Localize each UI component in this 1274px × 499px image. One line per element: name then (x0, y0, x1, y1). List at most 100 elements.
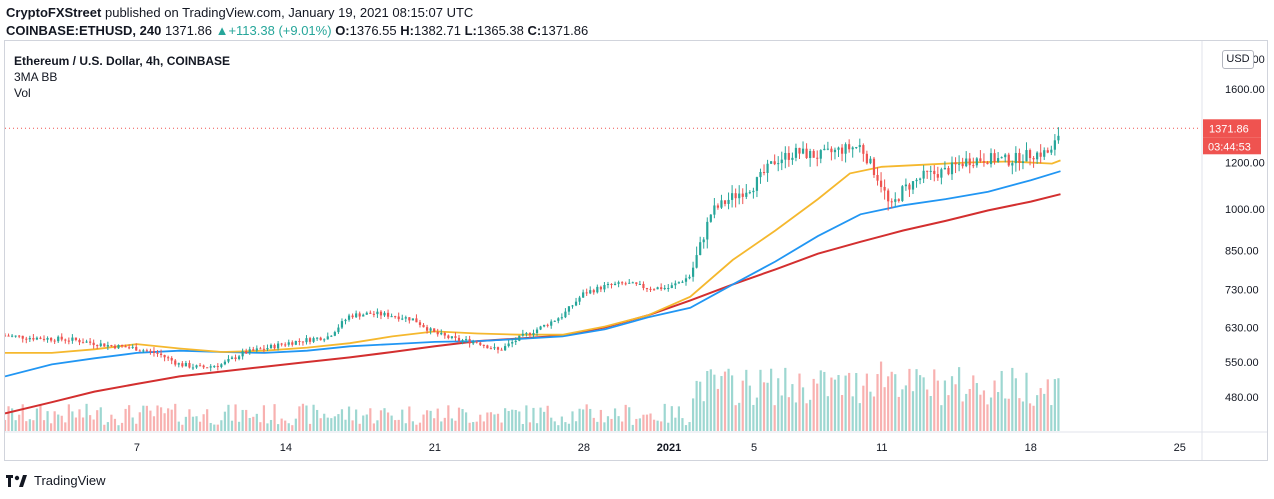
volume-bar (681, 418, 684, 431)
candle-body (92, 342, 95, 346)
published-text: published on TradingView.com, January 19… (104, 5, 474, 20)
candle-body (365, 312, 368, 315)
candle-body (833, 149, 837, 153)
volume-bar (188, 409, 191, 431)
volume-bar (578, 408, 581, 431)
candle-body (596, 286, 599, 293)
candle-body (74, 337, 78, 340)
volume-bar (567, 423, 571, 431)
volume-bar (436, 408, 439, 431)
candle-body (64, 339, 67, 341)
volume-bar (840, 395, 844, 431)
y-tick-label: 1600.00 (1225, 84, 1265, 96)
volume-bar (897, 396, 900, 431)
volume-bar (667, 422, 670, 431)
candle-body (340, 321, 344, 328)
candle-body (259, 348, 262, 350)
candle-body (124, 346, 127, 348)
candle-body (319, 337, 322, 341)
author-name[interactable]: CryptoFXStreet (6, 5, 102, 20)
chart-panel[interactable]: 1371.86 03:44:53 1600.00 1200.00 1000.00 850… (4, 40, 1268, 461)
volume-bar (468, 422, 471, 431)
candle-body (135, 346, 138, 351)
volume-bar (543, 411, 546, 431)
volume-bar (475, 421, 478, 431)
candle-body (709, 214, 712, 222)
volume-bar (972, 375, 975, 431)
candle-body (982, 161, 986, 163)
candle-body (578, 297, 581, 302)
candle-body (787, 152, 790, 160)
footer-brand[interactable]: TradingView (6, 473, 106, 488)
candle-body (195, 365, 198, 368)
candle-body (642, 283, 645, 289)
volume-bar (92, 419, 95, 431)
volume-bar (915, 369, 918, 431)
candle-body (298, 341, 301, 343)
candles[interactable] (5, 127, 1060, 372)
candle-body (120, 344, 124, 347)
candle-body (897, 199, 900, 201)
volume-bar (482, 421, 485, 431)
volume-bar (486, 412, 489, 431)
volume-bar (230, 420, 234, 431)
volume-bar (174, 403, 177, 431)
volume-bar (511, 409, 514, 431)
candle-body (362, 314, 365, 317)
candle-body (936, 174, 939, 178)
volume-bar (379, 410, 383, 431)
candle-body (145, 350, 148, 352)
candle-body (830, 148, 833, 153)
volume-bar (472, 422, 475, 431)
candle-body (181, 363, 184, 367)
price-chart[interactable]: 1371.86 03:44:53 1600.00 1200.00 1000.00 850… (5, 41, 1267, 460)
volume-bar (613, 408, 617, 431)
candle-body (922, 170, 925, 179)
candle-body (245, 351, 248, 354)
candle-body (755, 177, 759, 191)
candle-body (862, 145, 865, 154)
candle-body (411, 318, 414, 321)
candle-body (174, 360, 177, 365)
candle-body (507, 343, 510, 347)
volume-bar (908, 368, 911, 431)
volume-bar (1018, 398, 1021, 431)
volume-bar (940, 405, 943, 431)
candle-body (564, 311, 567, 318)
candle-body (32, 338, 35, 340)
legend-indicator[interactable]: 3MA BB (14, 70, 58, 84)
candle-body (1039, 152, 1042, 157)
volume-bar (273, 404, 276, 431)
candle-body (883, 186, 886, 191)
candle-body (89, 341, 92, 343)
volume-bar (663, 403, 666, 431)
candle-body (482, 344, 485, 346)
candle-body (202, 365, 205, 368)
currency-button[interactable]: USD (1222, 50, 1254, 69)
candle-body (979, 158, 982, 162)
legend-volume[interactable]: Vol (14, 86, 31, 100)
volume-bar (323, 413, 326, 431)
volume-bar (401, 409, 404, 431)
volume-bar (798, 373, 801, 431)
volume-bar (794, 402, 798, 431)
candle-body (738, 193, 741, 199)
volume-bar (621, 421, 624, 431)
volume-bar (989, 397, 993, 431)
candle-body (801, 148, 805, 154)
candle-body (57, 336, 60, 342)
candle-body (78, 339, 81, 343)
candle-body (18, 335, 21, 337)
candle-body (191, 367, 195, 369)
candle-body (379, 311, 383, 316)
close-value: 1371.86 (541, 23, 589, 38)
volume-bar (564, 422, 567, 431)
candle-body (99, 343, 102, 347)
candle-body (447, 335, 450, 339)
candle-body (280, 343, 283, 345)
volume-bar (209, 422, 212, 431)
volume-bar (901, 389, 904, 431)
y-tick-label: 480.00 (1225, 392, 1259, 404)
candle-body (638, 283, 641, 285)
volume-bar (386, 412, 390, 431)
